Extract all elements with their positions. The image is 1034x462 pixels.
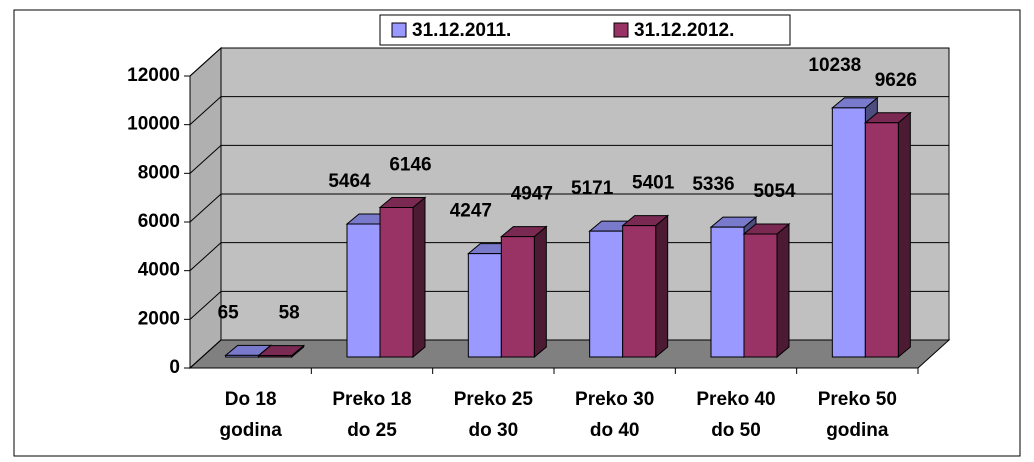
grid-line xyxy=(189,47,949,77)
bar-face xyxy=(831,107,866,358)
bar xyxy=(621,214,670,359)
value-label: 6146 xyxy=(389,154,431,175)
bar-face xyxy=(467,253,502,358)
value-label: 5401 xyxy=(632,173,675,194)
bar-face xyxy=(225,354,260,358)
bar-face xyxy=(533,225,547,359)
bar xyxy=(257,344,306,359)
value-label: 10238 xyxy=(808,55,861,76)
y-tick-label: 10000 xyxy=(127,114,180,135)
bar xyxy=(378,196,427,359)
value-label: 5336 xyxy=(692,174,734,195)
y-tick-label: 8000 xyxy=(138,162,180,183)
value-label: 5464 xyxy=(328,171,371,192)
legend-box xyxy=(379,14,791,46)
value-label: 9626 xyxy=(875,70,917,91)
y-tick-label: 12000 xyxy=(127,65,180,86)
bar xyxy=(499,225,548,359)
y-tick-label: 0 xyxy=(169,357,180,378)
bar-face xyxy=(589,230,624,358)
bar-face xyxy=(622,225,657,358)
y-tick-label: 6000 xyxy=(138,211,180,232)
grid-line xyxy=(189,193,949,223)
x-tick-label: Preko 50 godina xyxy=(818,389,897,441)
grid-line xyxy=(189,242,949,272)
bar xyxy=(742,222,791,359)
legend-swatch xyxy=(391,22,407,38)
x-tick-label: Preko 25 do 30 xyxy=(454,389,534,441)
bar-face xyxy=(258,355,293,358)
bar-face xyxy=(500,236,535,358)
x-tick-label: Do 18 godina xyxy=(220,389,283,441)
value-label: 5054 xyxy=(753,181,796,202)
value-label: 58 xyxy=(279,303,300,324)
bar-face xyxy=(864,122,899,358)
bar-face xyxy=(743,233,778,358)
value-label: 65 xyxy=(218,302,240,323)
x-tick-label: Preko 40 do 50 xyxy=(696,389,775,441)
grid-line xyxy=(189,144,949,174)
value-label: 4247 xyxy=(450,201,492,222)
legend-swatch xyxy=(613,22,629,38)
x-tick-label: Preko 30 do 40 xyxy=(575,389,654,441)
bar-face xyxy=(412,196,426,359)
legend-label: 31.12.2011. xyxy=(412,20,511,41)
grid-line xyxy=(189,290,949,320)
bar-face xyxy=(655,214,669,359)
bar xyxy=(863,111,912,359)
value-label: 4947 xyxy=(511,184,553,205)
bar-face xyxy=(776,222,790,359)
x-tick-label: Preko 18 do 25 xyxy=(332,389,411,441)
y-tick-label: 4000 xyxy=(138,260,180,281)
grid-line xyxy=(189,339,949,369)
bar-face xyxy=(710,226,745,358)
bar-face xyxy=(346,223,381,358)
y-tick-label: 2000 xyxy=(138,308,180,329)
value-label: 5171 xyxy=(571,178,614,199)
legend-label: 31.12.2012. xyxy=(634,20,734,41)
bar-face xyxy=(379,206,414,358)
grid-line xyxy=(189,96,949,126)
bar-face xyxy=(897,111,911,359)
